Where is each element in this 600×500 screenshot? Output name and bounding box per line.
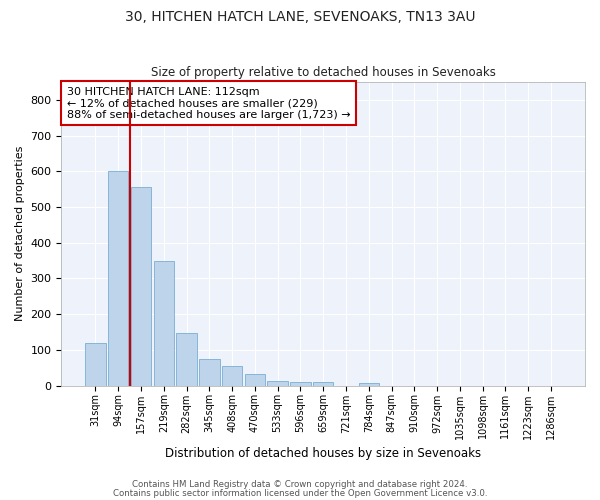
Text: Contains HM Land Registry data © Crown copyright and database right 2024.: Contains HM Land Registry data © Crown c… [132,480,468,489]
Y-axis label: Number of detached properties: Number of detached properties [15,146,25,322]
Bar [290,382,311,386]
Bar [85,342,106,386]
Bar [154,262,174,386]
Bar [245,374,265,386]
Bar [176,332,197,386]
Bar [131,188,151,386]
Bar [359,383,379,386]
Title: Size of property relative to detached houses in Sevenoaks: Size of property relative to detached ho… [151,66,496,80]
Text: Contains public sector information licensed under the Open Government Licence v3: Contains public sector information licen… [113,489,487,498]
Text: 30 HITCHEN HATCH LANE: 112sqm
← 12% of detached houses are smaller (229)
88% of : 30 HITCHEN HATCH LANE: 112sqm ← 12% of d… [67,86,350,120]
Bar [108,172,128,386]
Bar [313,382,334,386]
Bar [222,366,242,386]
Bar [199,359,220,386]
Bar [268,381,288,386]
Text: 30, HITCHEN HATCH LANE, SEVENOAKS, TN13 3AU: 30, HITCHEN HATCH LANE, SEVENOAKS, TN13 … [125,10,475,24]
X-axis label: Distribution of detached houses by size in Sevenoaks: Distribution of detached houses by size … [165,447,481,460]
